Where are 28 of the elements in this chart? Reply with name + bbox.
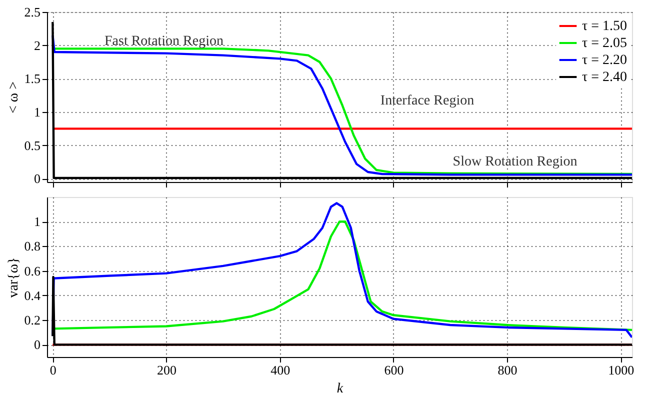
y-tick-label: 0.4 — [24, 288, 41, 303]
x-tick-label: 600 — [384, 362, 404, 378]
x-axis-title: k — [336, 382, 344, 396]
y-tick-label: 0.2 — [24, 312, 40, 328]
y-tick-label: 2 — [34, 38, 40, 53]
y-tick-label: 2.5 — [24, 4, 40, 20]
y-tick-label: 0 — [34, 171, 40, 186]
y-axis-title: < ω > — [6, 81, 22, 114]
annotation: Slow Rotation Region — [452, 154, 578, 170]
y-axis-title: var{ω} — [6, 257, 22, 298]
y-tick-label: 1.5 — [24, 71, 40, 86]
y-tick-label: 0.5 — [24, 138, 40, 153]
y-tick-label: 1 — [34, 214, 40, 230]
x-tick-label: 0 — [50, 362, 56, 378]
y-tick-label: 0.8 — [24, 238, 40, 254]
annotation: Fast Rotation Region — [104, 34, 224, 49]
y-tick-label: 0.6 — [24, 263, 41, 278]
legend-label: τ = 2.40 — [582, 70, 628, 85]
legend-label: τ = 2.05 — [582, 36, 628, 51]
x-tick-label: 200 — [157, 362, 177, 378]
legend-label: τ = 2.20 — [582, 53, 628, 68]
legend-label: τ = 1.50 — [582, 19, 628, 34]
annotation: Interface Region — [380, 93, 474, 108]
x-tick-label: 400 — [270, 362, 290, 378]
y-tick-label: 0 — [34, 337, 40, 352]
x-tick-label: 1000 — [608, 362, 634, 378]
y-tick-label: 1 — [34, 104, 40, 120]
x-tick-label: 800 — [498, 362, 518, 378]
